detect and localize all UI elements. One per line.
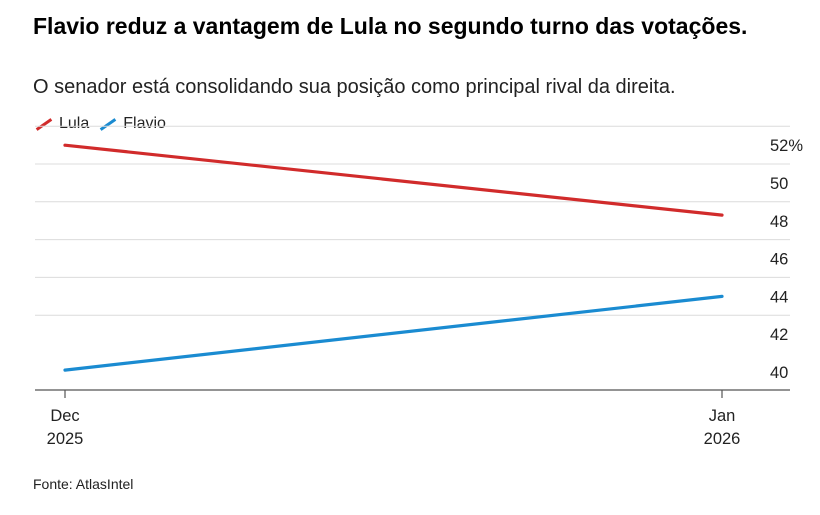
x-tick-label-month-1: Jan: [709, 407, 736, 425]
series-line-lula: [63, 143, 724, 217]
legend-item-flavio: Flavio: [99, 115, 166, 133]
x-tick-label-year-1: 2026: [704, 430, 741, 448]
x-axis: [35, 389, 790, 398]
source-note: Fonte: AtlasIntel: [33, 476, 134, 492]
legend: Lula Flavio: [35, 115, 176, 133]
legend-item-lula: Lula: [35, 115, 89, 133]
y-tick-label-46: 46: [770, 251, 788, 269]
chart-subtitle: O senador está consolidando sua posição …: [33, 76, 676, 98]
series-lines: [63, 143, 724, 372]
y-tick-label-50: 50: [770, 175, 788, 193]
legend-label-flavio: Flavio: [123, 115, 166, 132]
y-tick-label-40: 40: [770, 364, 788, 382]
gridlines: [35, 125, 790, 316]
tick-labels: 40 42 44 46 48 50 52% Dec 2025 Jan 2026: [47, 137, 804, 448]
x-tick-label-year-0: 2025: [47, 430, 84, 448]
x-tick-label-month-0: Dec: [50, 407, 79, 425]
y-tick-label-52: 52%: [770, 137, 803, 155]
legend-label-lula: Lula: [59, 115, 90, 132]
y-tick-label-48: 48: [770, 213, 788, 231]
chart-title: Flavio reduz a vantagem de Lula no segun…: [33, 13, 748, 39]
line-chart: 40 42 44 46 48 50 52% Dec 2025 Jan 2026: [35, 125, 804, 448]
y-tick-label-44: 44: [770, 288, 788, 306]
y-tick-label-42: 42: [770, 326, 788, 344]
series-line-flavio: [63, 294, 724, 372]
